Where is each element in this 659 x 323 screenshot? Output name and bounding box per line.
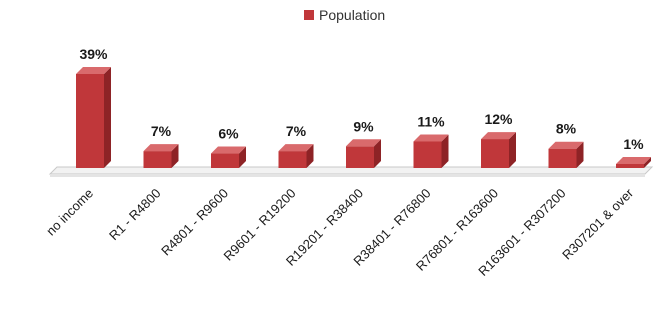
category-label-4: R9601 - R19200 bbox=[221, 186, 299, 264]
bar-6 bbox=[413, 134, 449, 168]
data-label-8: 8% bbox=[556, 121, 577, 137]
legend-swatch-population bbox=[304, 10, 314, 20]
data-labels-group: 39% 7% 6% 7% 9% 11% 12% 8% 1% bbox=[79, 46, 644, 152]
bar-side bbox=[374, 139, 381, 168]
bar-side bbox=[171, 144, 179, 168]
bar-side bbox=[104, 67, 111, 168]
bars-group bbox=[76, 67, 651, 168]
bar-side bbox=[239, 146, 246, 168]
bar-side bbox=[644, 157, 651, 168]
bar-front bbox=[76, 74, 104, 168]
bar-side bbox=[306, 144, 314, 168]
bar-1 bbox=[76, 67, 111, 168]
legend-label-population: Population bbox=[319, 7, 385, 23]
chart-floor bbox=[48, 166, 654, 177]
bar-front bbox=[143, 151, 172, 168]
data-label-5: 9% bbox=[353, 118, 374, 134]
bar-4 bbox=[278, 144, 314, 168]
bar-top bbox=[616, 157, 651, 164]
bar-front bbox=[616, 164, 644, 168]
data-label-7: 12% bbox=[484, 111, 513, 127]
data-label-6: 11% bbox=[417, 113, 445, 129]
bar-top bbox=[548, 141, 584, 149]
bar-5 bbox=[346, 139, 381, 168]
bar-front bbox=[278, 151, 307, 168]
category-label-3: R4801 - R9600 bbox=[158, 186, 231, 259]
bar-top bbox=[211, 146, 246, 154]
bar-front bbox=[211, 153, 239, 168]
bar-front bbox=[413, 141, 442, 168]
bar-top bbox=[143, 144, 179, 152]
floor-plane bbox=[48, 166, 654, 175]
bar-side bbox=[509, 132, 516, 168]
category-label-2: R1 - R4800 bbox=[106, 186, 164, 244]
bar-side bbox=[441, 134, 449, 168]
bar-front bbox=[346, 146, 374, 168]
data-label-2: 7% bbox=[151, 123, 172, 139]
data-label-3: 6% bbox=[218, 126, 239, 142]
category-label-1: no income bbox=[43, 186, 96, 239]
data-label-1: 39% bbox=[79, 46, 108, 62]
bar-front bbox=[548, 148, 577, 168]
data-label-9: 1% bbox=[623, 136, 644, 152]
bar-top bbox=[76, 67, 111, 74]
bar-8 bbox=[548, 141, 584, 168]
bar-top bbox=[278, 144, 314, 152]
data-label-4: 7% bbox=[286, 123, 307, 139]
bar-top bbox=[346, 139, 381, 147]
bar-7 bbox=[481, 132, 516, 168]
bar-side bbox=[576, 141, 584, 168]
bar-front bbox=[481, 139, 509, 168]
bar-top bbox=[481, 132, 516, 140]
bar-3 bbox=[211, 146, 246, 168]
bar-2 bbox=[143, 144, 179, 168]
category-label-9: R307201 & over bbox=[559, 185, 637, 263]
legend: Population bbox=[304, 7, 385, 23]
bar-top bbox=[413, 134, 449, 142]
bar-9 bbox=[616, 157, 651, 168]
